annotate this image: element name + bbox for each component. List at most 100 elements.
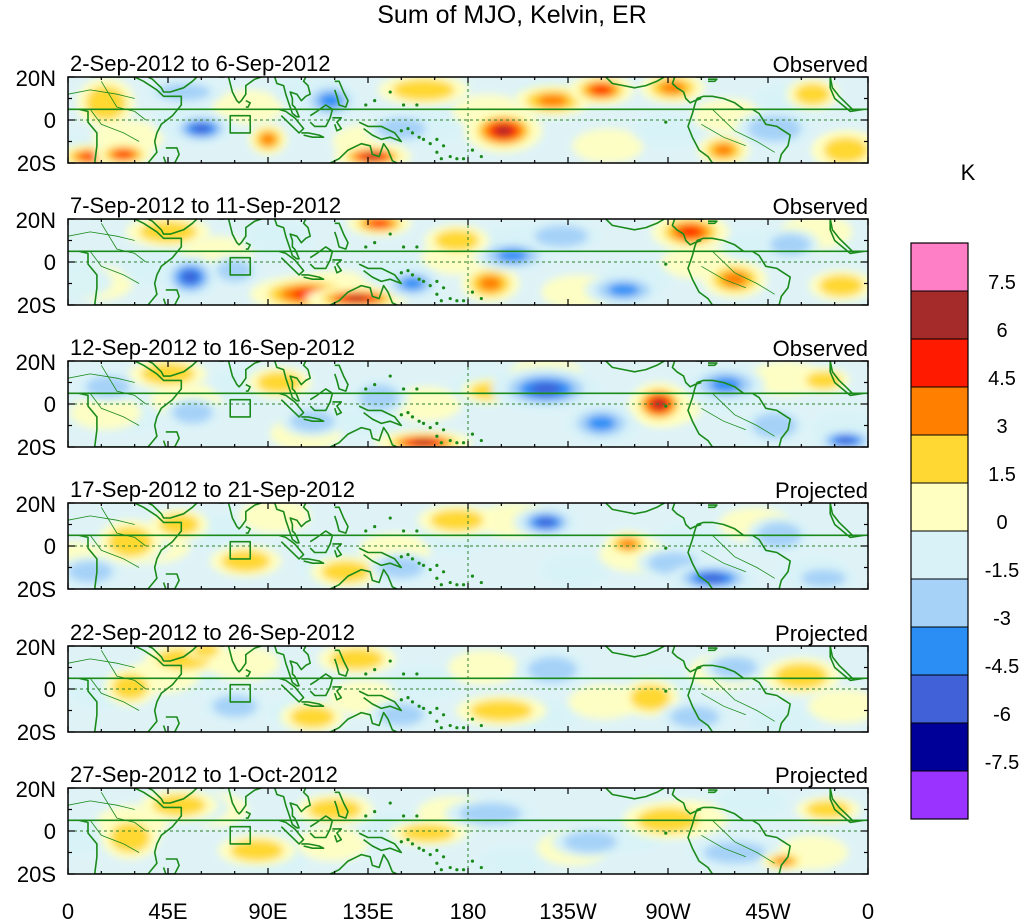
anomaly-contour xyxy=(152,794,206,816)
panel-status-label: Projected xyxy=(775,478,868,503)
island xyxy=(421,421,426,425)
coastline-australia xyxy=(320,853,398,874)
panel-period-label: 17-Sep-2012 to 21-Sep-2012 xyxy=(70,477,355,502)
colorbar-level-label: 4.5 xyxy=(988,368,1016,390)
coastline-indochina xyxy=(273,361,312,402)
colorbar-swatch xyxy=(910,770,969,820)
border-line xyxy=(701,265,746,289)
island xyxy=(435,292,439,296)
coastline-newguinea xyxy=(358,121,403,143)
coastline-india xyxy=(219,646,262,673)
island xyxy=(415,103,419,107)
coastline-philippines xyxy=(333,222,349,250)
anomaly-contour xyxy=(823,137,868,163)
border-line xyxy=(89,535,140,568)
anomaly-contour xyxy=(216,259,253,282)
latitude-label: 20N xyxy=(16,66,56,91)
island xyxy=(448,296,452,301)
island xyxy=(479,723,483,728)
island xyxy=(417,704,421,708)
island xyxy=(470,148,475,152)
anomaly-contour xyxy=(805,800,851,819)
latitude-label: 0 xyxy=(44,108,56,133)
coastline-java xyxy=(301,416,325,423)
anomaly-contour xyxy=(679,226,702,238)
colorbar-swatch xyxy=(910,386,969,436)
anomaly-contour xyxy=(819,274,864,297)
coastlines xyxy=(68,77,868,163)
island xyxy=(461,726,466,730)
island xyxy=(435,434,439,438)
anomaly-contour xyxy=(478,275,502,292)
island xyxy=(373,810,377,814)
island xyxy=(664,404,668,408)
island xyxy=(448,154,452,159)
border-line xyxy=(100,650,147,690)
colorbar-level-label: 0 xyxy=(996,512,1007,534)
island xyxy=(401,103,406,107)
latitude-label: 20N xyxy=(16,635,56,660)
island xyxy=(664,689,668,693)
coastline-arabia xyxy=(147,503,198,519)
island xyxy=(470,859,475,863)
anomaly-contour xyxy=(752,412,797,439)
island xyxy=(421,706,426,710)
island xyxy=(435,563,439,567)
anomaly-contour xyxy=(108,526,153,557)
anomaly-contour xyxy=(805,371,842,389)
island xyxy=(435,137,439,141)
colorbar-swatch xyxy=(910,434,969,484)
anomaly-contour xyxy=(530,382,562,396)
anomaly-contour xyxy=(181,270,199,284)
panel-1: 2-Sep-2012 to 6-Sep-2012 Observed 20N 0 20S xyxy=(16,51,869,176)
coastline-arabia xyxy=(147,361,198,377)
coastline-samerica xyxy=(687,521,792,589)
coastline-mexico xyxy=(605,219,702,246)
island xyxy=(406,696,410,700)
coastline-hispaniola xyxy=(708,504,718,509)
anomaly-contour xyxy=(770,234,811,256)
coastlines xyxy=(68,646,868,732)
island xyxy=(415,529,419,533)
island xyxy=(428,142,432,146)
coastline-australia xyxy=(320,284,398,305)
island xyxy=(399,129,403,133)
island xyxy=(470,290,475,294)
latitude-label: 0 xyxy=(44,677,56,702)
island xyxy=(435,421,439,425)
colorbar-frame xyxy=(910,242,969,820)
coastline-sulawesi xyxy=(332,259,343,274)
anomaly-contour xyxy=(379,704,424,726)
island xyxy=(401,672,406,676)
coastline-srilanka xyxy=(245,810,251,819)
longitude-label: 45W xyxy=(745,899,790,923)
coastline-westafrica2 xyxy=(829,503,868,537)
border-line xyxy=(89,820,140,853)
island xyxy=(435,706,439,710)
coastline-srilanka xyxy=(245,525,251,534)
anomaly-contour xyxy=(836,437,855,445)
coastline-india xyxy=(219,788,262,815)
ticks xyxy=(67,76,869,164)
island xyxy=(435,861,439,865)
anomaly-contour xyxy=(528,656,577,683)
island xyxy=(448,723,452,728)
anomaly-contour xyxy=(496,249,528,262)
anomaly-contour xyxy=(318,93,342,109)
coastline-hispaniola xyxy=(708,789,718,794)
colorbar-level-label: -7.5 xyxy=(985,752,1019,774)
anomaly-contour xyxy=(670,706,720,728)
latitude-label: 0 xyxy=(44,392,56,417)
coastline-sumatra xyxy=(278,819,305,845)
anomaly-contour xyxy=(369,219,389,227)
island xyxy=(421,279,426,283)
region-box xyxy=(229,256,252,276)
island xyxy=(388,90,392,94)
border-line xyxy=(100,507,147,547)
coastline-borneo xyxy=(309,246,334,270)
longitude-label: 90E xyxy=(248,899,287,923)
coastline-mexico xyxy=(605,77,702,104)
anomaly-contour xyxy=(172,401,213,424)
island xyxy=(428,853,432,857)
anomaly-contour xyxy=(630,684,671,711)
